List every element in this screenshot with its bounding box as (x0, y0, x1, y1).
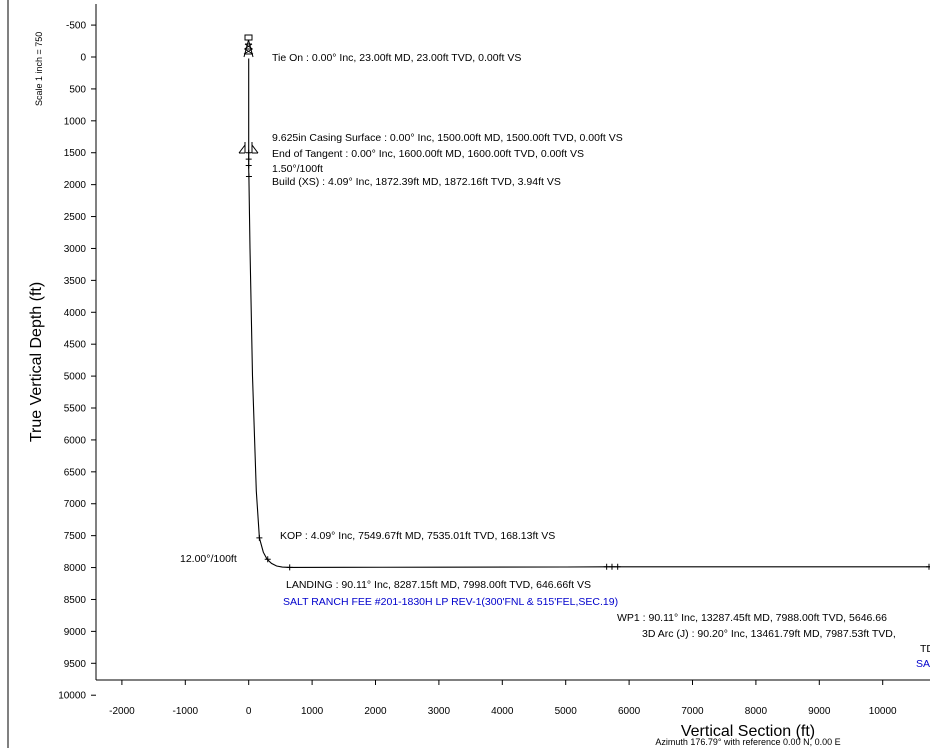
drilling-rig-icon (243, 34, 254, 58)
x-tick-label: 9000 (808, 706, 831, 717)
y-tick-label: 7500 (64, 531, 87, 542)
survey-marker (926, 563, 930, 570)
annotation-end-tangent: End of Tangent : 0.00° Inc, 1600.00ft MD… (272, 148, 584, 160)
y-tick-label: 1500 (64, 148, 87, 159)
x-tick-label: 7000 (681, 706, 704, 717)
survey-markers (245, 149, 930, 571)
y-tick-label: 10000 (58, 691, 86, 702)
x-tick-label: 5000 (555, 706, 578, 717)
y-tick-label: 3500 (64, 276, 87, 287)
x-tick-label: 4000 (491, 706, 514, 717)
x-tick-label: 0 (246, 706, 252, 717)
survey-marker (614, 563, 621, 570)
y-tick-label: 8500 (64, 595, 87, 606)
x-tick-label: 1000 (301, 706, 324, 717)
survey-marker (264, 556, 271, 563)
survey-marker (286, 564, 293, 571)
annotations: Tie On : 0.00° Inc, 23.00ft MD, 23.00ft … (180, 52, 930, 670)
y-tick-label: 6000 (64, 435, 87, 446)
survey-marker (256, 534, 263, 541)
y-tick-label: 3000 (64, 244, 87, 255)
wellbore-trajectory-line (248, 58, 930, 568)
annotation-landing: LANDING : 90.11° Inc, 8287.15ft MD, 7998… (286, 579, 591, 591)
x-tick-label: 8000 (745, 706, 768, 717)
annotation-dls-1: 1.50°/100ft (272, 163, 323, 175)
x-tick-label: 10000 (869, 706, 897, 717)
y-axis-ticks: -500 0 500 1000 1500 2000 2500 3000 3500 4000 4500… (58, 21, 96, 702)
y-tick-label: 5000 (64, 372, 87, 383)
y-tick-label: -500 (66, 21, 86, 32)
annotation-kop: KOP : 4.09° Inc, 7549.67ft MD, 7535.01ft… (280, 530, 555, 542)
y-tick-label: 0 (80, 53, 86, 64)
survey-marker (245, 173, 252, 180)
y-axis-title: True Vertical Depth (ft) (28, 282, 45, 442)
annotation-target: SALT RANCH FEE #201-1830H LP REV-1(300'F… (283, 596, 618, 608)
annotation-sa: SA (916, 658, 930, 670)
y-tick-label: 6500 (64, 467, 87, 478)
scale-label: Scale 1 inch = 750 (34, 32, 44, 106)
y-tick-label: 2500 (64, 212, 87, 223)
y-tick-label: 4500 (64, 340, 87, 351)
annotation-casing: 9.625in Casing Surface : 0.00° Inc, 1500… (272, 132, 623, 144)
annotation-td: TD (920, 643, 930, 655)
annotation-dls-2: 12.00°/100ft (180, 553, 237, 565)
annotation-build: Build (XS) : 4.09° Inc, 1872.39ft MD, 18… (272, 176, 561, 188)
survey-marker (245, 162, 252, 169)
x-axis-ticks: -2000 -1000 0 1000 2000 3000 4000 5000 6000 7000 8… (109, 680, 897, 717)
x-tick-label: 2000 (364, 706, 387, 717)
survey-marker (245, 156, 252, 163)
annotation-tie-on: Tie On : 0.00° Inc, 23.00ft MD, 23.00ft … (272, 52, 521, 64)
x-tick-label: -2000 (109, 706, 135, 717)
annotation-3d-arc: 3D Arc (J) : 90.20° Inc, 13461.79ft MD, … (642, 628, 896, 640)
y-tick-label: 7000 (64, 499, 87, 510)
y-tick-label: 1000 (64, 116, 87, 127)
x-axis-title: Vertical Section (ft) (681, 723, 815, 740)
y-tick-label: 5500 (64, 404, 87, 415)
y-tick-label: 2000 (64, 180, 87, 191)
casing-shoe-icon (238, 142, 259, 154)
y-tick-label: 4000 (64, 308, 87, 319)
annotation-wp1: WP1 : 90.11° Inc, 13287.45ft MD, 7988.00… (617, 612, 887, 624)
x-tick-label: -1000 (173, 706, 199, 717)
x-tick-label: 6000 (618, 706, 641, 717)
y-tick-label: 8000 (64, 563, 87, 574)
y-tick-label: 9000 (64, 627, 87, 638)
y-tick-label: 500 (69, 84, 86, 95)
y-tick-label: 9500 (64, 659, 87, 670)
survey-marker (608, 563, 615, 570)
x-tick-label: 3000 (428, 706, 451, 717)
azimuth-note: Azimuth 176.79° with reference 0.00 N, 0… (655, 737, 840, 747)
survey-marker (603, 563, 610, 570)
survey-marker (245, 149, 252, 156)
